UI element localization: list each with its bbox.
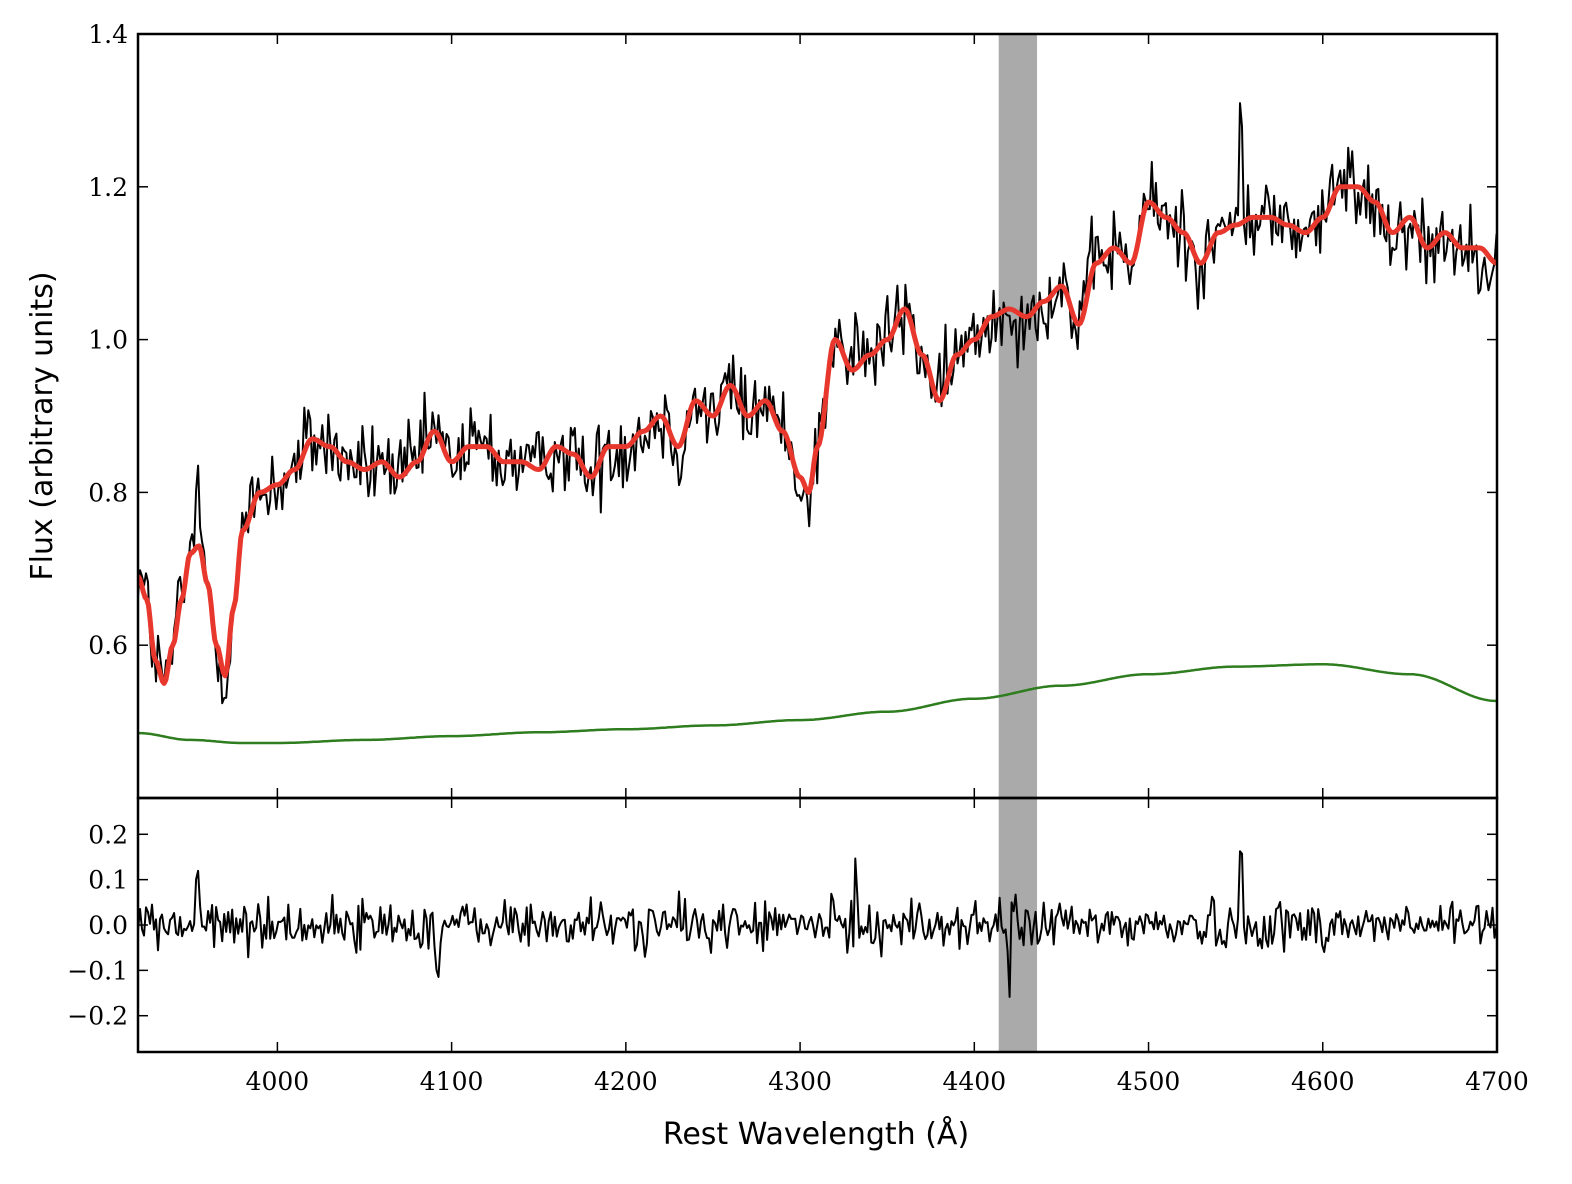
shaded-band-layer xyxy=(998,34,1038,1052)
panel-flux xyxy=(138,102,1497,745)
x-tick-label: 4700 xyxy=(1465,1067,1529,1096)
x-tick-label: 4000 xyxy=(246,1067,310,1096)
y-tick-label: 0.6 xyxy=(88,631,128,660)
y-tick-label: 1.0 xyxy=(88,326,128,355)
x-tick-label: 4100 xyxy=(420,1067,484,1096)
x-axis-label: Rest Wavelength (Å) xyxy=(663,1116,969,1152)
y-tick-label: 0.2 xyxy=(88,820,128,849)
series-continuum-line xyxy=(138,663,1497,745)
x-tick-label: 4300 xyxy=(768,1067,832,1096)
panel-frame-flux xyxy=(136,32,1499,800)
y-tick-label: −0.1 xyxy=(67,956,128,985)
series-layer xyxy=(138,102,1497,998)
y-tick-label: 0.1 xyxy=(88,866,128,895)
series-residual-line xyxy=(138,850,1497,998)
y-tick-label: 0.8 xyxy=(88,478,128,507)
y-tick-label: 0.0 xyxy=(88,911,128,940)
y-tick-label: −0.2 xyxy=(67,1002,128,1031)
series-observed-line xyxy=(138,102,1497,705)
panel-residuals xyxy=(138,850,1497,998)
axes-layer: 0.6 0.8 1.0 1.2 1.4 −0.2 −0.1 0.0 0.1 0.2 4000 4100… xyxy=(67,20,1529,1096)
y-tick-label: 1.2 xyxy=(88,173,128,202)
y-axis-label-flux: Flux (arbitrary units) xyxy=(25,271,60,580)
y-tick-label: 1.4 xyxy=(88,20,128,49)
shaded-wavelength-band xyxy=(998,34,1038,1052)
x-tick-label: 4200 xyxy=(594,1067,658,1096)
series-model-line xyxy=(138,184,1497,686)
x-tick-label: 4500 xyxy=(1117,1067,1181,1096)
x-tick-label: 4400 xyxy=(942,1067,1006,1096)
x-tick-label: 4600 xyxy=(1291,1067,1355,1096)
